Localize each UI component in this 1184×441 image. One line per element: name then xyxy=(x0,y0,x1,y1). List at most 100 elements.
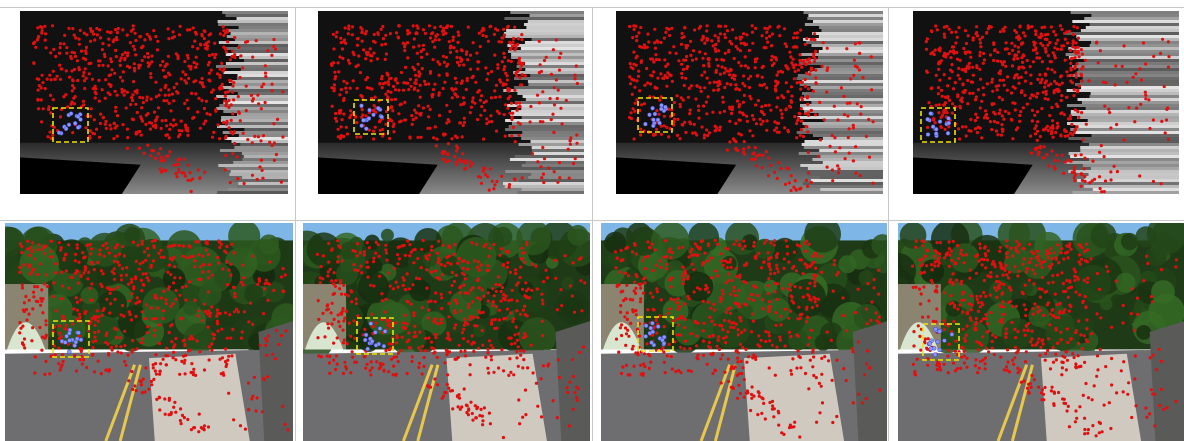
feature-point xyxy=(787,426,792,430)
feature-point xyxy=(793,179,797,183)
feature-point xyxy=(241,263,245,267)
feature-point xyxy=(1076,354,1080,358)
feature-point xyxy=(804,71,809,75)
feature-point xyxy=(402,81,406,85)
feature-point xyxy=(1024,314,1028,318)
feature-point xyxy=(679,96,683,100)
feature-point xyxy=(798,258,802,262)
feature-point xyxy=(990,346,994,350)
feature-point xyxy=(427,385,431,389)
feature-point xyxy=(67,243,71,247)
feature-point xyxy=(121,123,125,127)
feature-point xyxy=(662,114,666,118)
feature-point xyxy=(757,251,761,255)
feature-point xyxy=(91,345,95,350)
feature-point xyxy=(964,134,968,138)
feature-point xyxy=(403,45,407,49)
feature-point xyxy=(451,407,455,411)
feature-point xyxy=(162,289,166,293)
feature-point xyxy=(464,52,468,56)
feature-point xyxy=(837,167,841,171)
feature-point xyxy=(812,373,816,378)
feature-point xyxy=(1036,120,1040,124)
feature-point xyxy=(854,145,858,149)
feature-point xyxy=(31,41,36,46)
feature-point xyxy=(509,342,514,346)
feature-point xyxy=(236,177,240,181)
feature-point xyxy=(1082,334,1086,338)
feature-point xyxy=(701,56,705,60)
feature-point xyxy=(1066,41,1070,45)
feature-point xyxy=(517,133,521,137)
feature-point xyxy=(468,317,472,321)
feature-point xyxy=(951,239,955,243)
feature-point xyxy=(76,269,80,273)
feature-point xyxy=(1046,43,1050,47)
feature-point xyxy=(368,368,372,373)
feature-point xyxy=(800,119,804,123)
feature-point xyxy=(145,32,149,36)
feature-point xyxy=(515,356,519,360)
feature-point xyxy=(743,244,747,248)
feature-point xyxy=(334,75,338,79)
feature-point xyxy=(758,83,762,87)
feature-point xyxy=(229,262,233,266)
feature-point xyxy=(47,105,51,109)
feature-point xyxy=(433,38,437,42)
feature-point xyxy=(463,277,467,281)
feature-point xyxy=(1083,58,1087,63)
feature-point xyxy=(27,312,31,316)
feature-point xyxy=(1044,252,1049,256)
feature-point xyxy=(620,333,624,338)
feature-point xyxy=(1090,179,1094,183)
feature-point xyxy=(188,337,192,341)
feature-point xyxy=(571,374,575,379)
feature-point xyxy=(461,266,465,270)
feature-point xyxy=(971,91,975,95)
feature-point xyxy=(709,306,713,310)
feature-point xyxy=(251,254,255,258)
feature-point xyxy=(982,51,986,56)
feature-point xyxy=(401,283,405,288)
feature-point xyxy=(40,288,44,292)
feature-point xyxy=(725,82,729,86)
feature-point xyxy=(274,152,278,157)
feature-point xyxy=(742,147,746,151)
feature-point xyxy=(428,107,432,112)
feature-point xyxy=(497,40,501,44)
feature-point xyxy=(154,362,158,366)
feature-point xyxy=(455,49,459,53)
sidewalk xyxy=(149,353,250,441)
feature-point xyxy=(729,257,733,261)
feature-point xyxy=(842,367,846,371)
feature-point xyxy=(752,284,756,288)
feature-point xyxy=(1091,159,1095,163)
feature-point xyxy=(36,26,40,30)
feature-point xyxy=(784,107,788,111)
feature-point xyxy=(113,246,117,250)
feature-point xyxy=(228,180,232,185)
feature-point xyxy=(1009,91,1014,95)
feature-point xyxy=(348,116,352,120)
feature-point xyxy=(1030,337,1034,341)
feature-point xyxy=(74,296,78,300)
feature-point xyxy=(358,71,362,75)
feature-point xyxy=(342,38,347,42)
feature-point xyxy=(954,41,958,45)
feature-point xyxy=(642,43,646,47)
feature-point xyxy=(808,358,812,362)
feature-point xyxy=(708,81,712,85)
feature-point xyxy=(701,299,705,303)
feature-point xyxy=(443,361,447,365)
feature-point xyxy=(858,51,862,56)
feature-point xyxy=(981,335,985,339)
feature-point xyxy=(621,365,625,369)
feature-point xyxy=(184,298,188,302)
feature-point xyxy=(1062,257,1066,261)
feature-point xyxy=(380,299,384,303)
feature-point xyxy=(956,127,961,131)
feature-point xyxy=(531,371,535,375)
feature-point xyxy=(1013,86,1017,90)
feature-point xyxy=(969,308,974,312)
feature-point xyxy=(1000,114,1004,118)
